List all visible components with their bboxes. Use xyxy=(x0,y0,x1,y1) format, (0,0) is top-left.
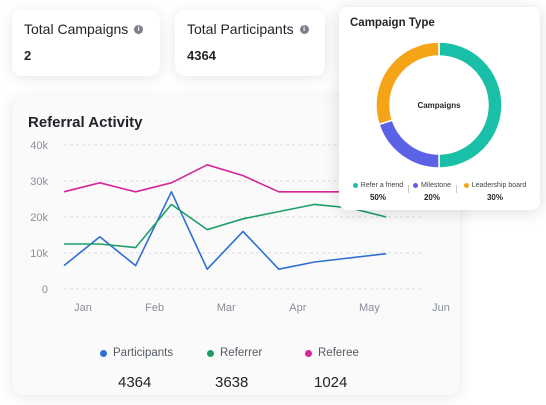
referral-activity-title: Referral Activity xyxy=(28,114,143,131)
x-tick-label: Jun xyxy=(432,302,450,314)
legend-item-referee[interactable]: Referee xyxy=(305,347,359,359)
y-tick-label: 40k xyxy=(30,140,48,152)
referrer-dot-icon xyxy=(207,349,214,357)
total-campaigns-value: 2 xyxy=(24,48,32,63)
total-participants-card: Total Participants i 4364 xyxy=(175,10,325,76)
participants-dot-icon xyxy=(100,349,107,357)
type-item-leadership-board[interactable]: Leadership board 30% xyxy=(459,182,531,202)
x-tick-label: Apr xyxy=(289,302,306,314)
total-participants-label-row: Total Participants i xyxy=(187,21,309,37)
series-line-participants xyxy=(63,191,387,270)
x-tick-label: Jan xyxy=(74,302,92,314)
total-campaigns-card: Total Campaigns i 2 xyxy=(12,10,160,76)
milestone-dot-icon xyxy=(413,183,419,188)
legend-item-referrer[interactable]: Referrer xyxy=(207,347,262,359)
x-tick-label: Feb xyxy=(145,302,164,314)
referee-total: 1024 xyxy=(314,374,348,391)
legend-divider xyxy=(456,185,457,193)
y-tick-label: 20k xyxy=(30,212,48,224)
series-line-referrer xyxy=(64,203,387,249)
referee-dot-icon xyxy=(305,349,312,357)
donut-slice-milestone xyxy=(378,119,440,169)
campaign-type-card: Campaigns Campaign Type Refer a friend 5… xyxy=(339,7,540,210)
campaign-type-title: Campaign Type xyxy=(350,17,435,29)
donut-slice-leadership-board xyxy=(375,41,440,126)
type-item-refer-a-friend[interactable]: Refer a friend 50% xyxy=(350,182,406,202)
y-tick-label: 30k xyxy=(30,176,48,188)
total-campaigns-label: Total Campaigns xyxy=(24,21,129,37)
total-participants-value: 4364 xyxy=(187,48,216,63)
legend-divider xyxy=(408,185,409,193)
campaign-type-donut: Campaigns xyxy=(375,41,503,169)
type-label-refer-a-friend: Refer a friend xyxy=(360,182,404,189)
series-line-referee xyxy=(63,164,387,193)
info-icon[interactable]: i xyxy=(134,24,144,34)
legend-item-participants[interactable]: Participants xyxy=(100,347,173,359)
type-item-milestone[interactable]: Milestone 20% xyxy=(411,182,453,202)
legend-label-referrer: Referrer xyxy=(220,347,263,359)
participants-total: 4364 xyxy=(118,374,152,391)
donut-center-label: Campaigns xyxy=(417,101,461,110)
type-label-milestone: Milestone xyxy=(421,182,451,189)
referrer-total: 3638 xyxy=(215,374,249,391)
type-label-leadership-board: Leadership board xyxy=(471,182,527,189)
leadership-board-dot-icon xyxy=(463,183,469,188)
type-pct-leadership-board: 30% xyxy=(486,193,503,202)
type-pct-refer-a-friend: 50% xyxy=(369,193,386,202)
x-tick-label: Mar xyxy=(217,302,236,314)
referral-activity-chart: 0 10k 20k 30k 40k Jan Feb Mar Apr May Jun xyxy=(30,140,450,314)
total-campaigns-label-row: Total Campaigns i xyxy=(24,21,144,37)
y-tick-label: 0 xyxy=(42,284,48,296)
x-tick-label: May xyxy=(359,302,380,314)
legend-label-participants: Participants xyxy=(113,347,174,359)
y-tick-label: 10k xyxy=(30,248,48,260)
total-participants-label: Total Participants xyxy=(187,21,294,37)
type-pct-milestone: 20% xyxy=(423,193,440,202)
refer-a-friend-dot-icon xyxy=(352,183,358,188)
info-icon[interactable]: i xyxy=(299,24,309,34)
legend-label-referee: Referee xyxy=(318,347,359,359)
